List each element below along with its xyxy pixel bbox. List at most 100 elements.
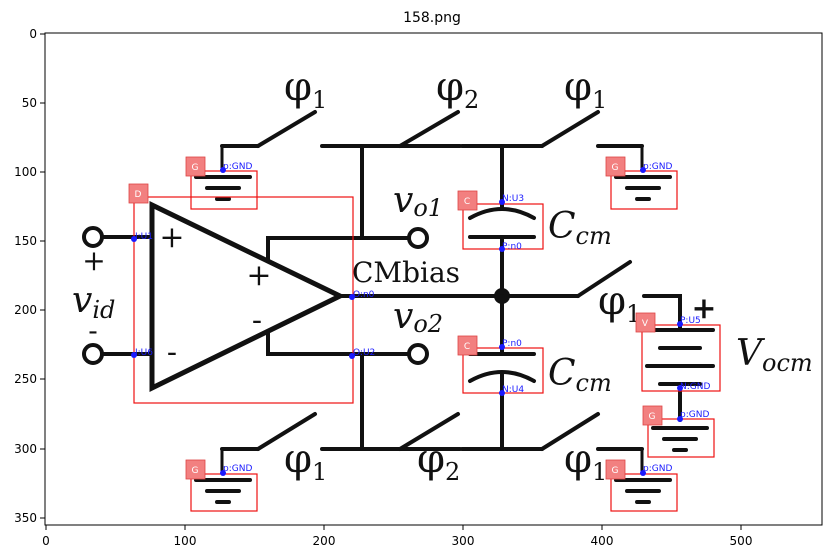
phi2-main: φ: [417, 436, 445, 482]
pin-label: O:n0: [353, 290, 375, 300]
pin-dot: [677, 416, 683, 422]
pin-label: P:n0: [502, 339, 522, 349]
ground-symbol: [651, 426, 709, 452]
y-tick-label: 300: [14, 442, 37, 456]
phi1-sub: 1: [312, 86, 327, 114]
opamp-symbol: [149, 201, 346, 393]
pin-label: I:U6: [135, 348, 153, 358]
tag-ground-label: G: [192, 163, 199, 173]
pin-dot: [131, 236, 137, 242]
opamp-plus-in: +: [159, 220, 184, 255]
switch-phi1-top-left: [256, 110, 317, 148]
tag-source: [635, 312, 656, 333]
y-tick-label: 200: [14, 303, 37, 317]
tag-ground: [605, 459, 626, 480]
switch-phi2-top: [398, 110, 460, 148]
ccm-main: C: [548, 206, 576, 247]
pin-dot: [499, 344, 505, 350]
phi2-label: φ2: [436, 64, 479, 114]
y-tick-label: 350: [14, 511, 37, 525]
pin-label: I:U1: [135, 232, 153, 242]
x-tick-label: 0: [42, 534, 50, 548]
ground-symbol: [194, 175, 252, 201]
vo2-main: v: [393, 296, 413, 337]
phi1-label: φ1: [284, 436, 327, 486]
pin-label: p:GND: [643, 162, 672, 172]
phi1-main: φ: [284, 436, 312, 482]
annotation-layer: G p:GND G p:GND G p:GND G p:GND G p:GND …: [128, 156, 721, 512]
vo2-sub: o2: [413, 310, 443, 338]
ground-symbol: [194, 478, 252, 504]
pin-dot: [349, 294, 355, 300]
phi1-main: φ: [564, 64, 592, 110]
phi1-sub: 1: [592, 458, 607, 486]
tag-capacitor: [457, 335, 478, 356]
pin-dot: [220, 470, 226, 476]
pin-label: P:n0: [502, 242, 522, 252]
y-tick-label: 150: [14, 234, 37, 248]
ccm-main: C: [548, 353, 576, 394]
vo2-terminal: [407, 343, 429, 365]
x-tick-label: 500: [730, 534, 753, 548]
opamp-plus-out: +: [246, 258, 271, 293]
pin-dot: [220, 167, 226, 173]
figure-title: 158.png: [403, 10, 461, 26]
switch-phi1-bot-left: [256, 412, 317, 451]
pin-label: N:U4: [502, 385, 524, 395]
y-axis: 0 50 100 150 200 250 300 350: [14, 27, 45, 525]
phi1-sub: 1: [312, 458, 327, 486]
vid-main: v: [72, 280, 92, 321]
vo1-label: vo1: [393, 180, 443, 222]
cmbias-label: CMbias: [352, 256, 460, 289]
ground-symbol: [614, 478, 672, 504]
vid-minus: -: [88, 314, 97, 347]
pin-label: N:GND: [680, 382, 710, 392]
pin-label: N:U3: [502, 194, 524, 204]
tag-ground-label: G: [649, 412, 656, 422]
y-tick-label: 250: [14, 372, 37, 386]
vid-sub: id: [92, 296, 115, 324]
vo1-main: v: [393, 180, 413, 221]
pin-dot: [640, 470, 646, 476]
pin-label: O:U2: [353, 348, 375, 358]
tag-ground-label: G: [612, 163, 619, 173]
pin-label: p:GND: [643, 464, 672, 474]
ccm-label-bot: Ccm: [548, 353, 612, 397]
y-tick-label: 50: [22, 96, 37, 110]
phi2-main: φ: [436, 64, 464, 110]
pin-dot: [499, 246, 505, 252]
phi1-main: φ: [564, 436, 592, 482]
vo1-terminal: [407, 227, 429, 249]
phi1-main: φ: [284, 64, 312, 110]
vo1-sub: o1: [413, 194, 443, 222]
tag-ground-label: G: [612, 466, 619, 476]
pin-dot: [677, 321, 683, 327]
y-tick-label: 0: [29, 27, 37, 41]
input-terminal-minus: [82, 343, 104, 365]
wire: [642, 294, 682, 330]
tag-ground: [185, 459, 206, 480]
phi1-label: φ1: [564, 64, 607, 114]
switch-phi1-bot-right: [540, 412, 600, 451]
pin-label: p:GND: [223, 162, 252, 172]
pin-label: p:GND: [680, 410, 709, 420]
opamp-bbox: [133, 196, 354, 404]
x-tick-label: 100: [174, 534, 197, 548]
phi1-main: φ: [598, 278, 626, 324]
tag-capacitor: [457, 190, 478, 211]
tag-opamp: [128, 183, 149, 204]
vocm-label: Vocm: [736, 333, 813, 377]
tag-capacitor-label: C: [464, 342, 470, 352]
tag-capacitor-label: C: [464, 197, 470, 207]
phi1-label: φ1: [564, 436, 607, 486]
x-tick-label: 400: [591, 534, 614, 548]
tag-ground-label: G: [192, 466, 199, 476]
tag-ground: [605, 156, 626, 177]
pin-dot: [499, 390, 505, 396]
opamp-minus-out: -: [252, 303, 262, 338]
vocm-plus: +: [691, 291, 716, 326]
vid-plus: +: [82, 244, 105, 277]
phi1-sub: 1: [592, 86, 607, 114]
tag-source-label: V: [642, 319, 649, 329]
